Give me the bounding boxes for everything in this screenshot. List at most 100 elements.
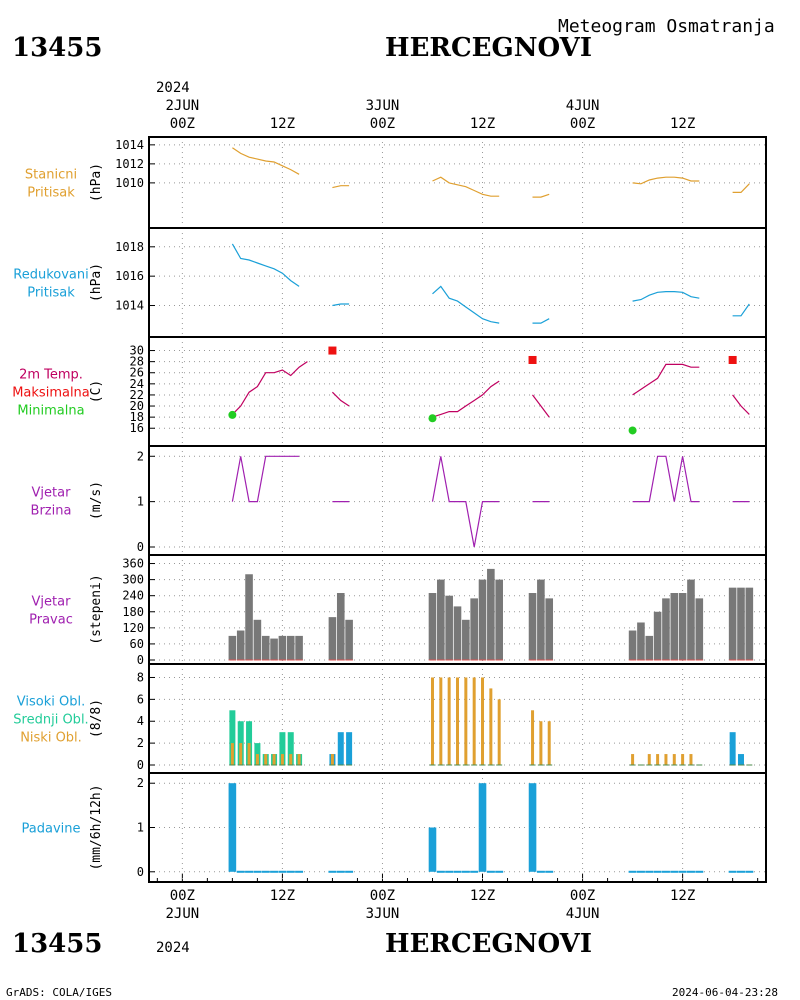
bottom-axis-time: 00Z (570, 888, 595, 904)
panel-side-label: 2m Temp. (19, 368, 83, 383)
tmin-marker (628, 426, 637, 435)
low-cloud-bar (456, 677, 459, 765)
series-line (331, 391, 350, 407)
direction-bar (236, 630, 245, 660)
tmin-marker (428, 414, 437, 423)
y-tick-label: 8 (137, 670, 144, 684)
high-cloud-bar (729, 732, 736, 765)
low-cloud-bar (247, 743, 251, 765)
direction-bar (645, 635, 654, 660)
direction-bar (228, 635, 237, 660)
low-cloud-bar (631, 754, 635, 765)
series-line (332, 303, 350, 307)
y-tick-label: 1014 (115, 138, 144, 152)
low-cloud-bar (489, 688, 493, 765)
low-cloud-bar (430, 677, 434, 765)
direction-bar (637, 622, 645, 660)
y-tick-label: 24 (130, 377, 144, 391)
station-id: 13455 (12, 33, 102, 63)
panel-frame (148, 227, 767, 338)
top-axis-time: 00Z (370, 116, 395, 132)
series-line (432, 380, 500, 418)
direction-bar (662, 598, 670, 660)
panel-frame (148, 772, 767, 883)
top-axis-time: 00Z (170, 116, 195, 132)
top-axis-time: 12Z (470, 116, 495, 132)
panel-station-pressure: 1010 1012 1014 (hPa) Stanicni Pritisak (25, 136, 767, 229)
series-line (431, 456, 500, 548)
y-tick-label: 1012 (115, 157, 144, 171)
top-axis-date: 4JUN (566, 98, 600, 114)
low-cloud-bar (664, 754, 668, 765)
top-time-axis: 2JUN 00Z 12Z 3JUN 00Z 12Z 4JUN 00Z 12Z (165, 98, 695, 132)
series-line (632, 291, 700, 302)
low-cloud-bar (497, 699, 501, 765)
direction-bar (628, 630, 637, 660)
direction-bar (678, 593, 687, 660)
panel-unit: (stepeni) (89, 574, 104, 644)
bottom-axis-date: 4JUN (566, 906, 600, 922)
panel-side-label: Pritisak (27, 286, 75, 301)
precip-bar (528, 783, 537, 872)
bottom-axis-time: 12Z (670, 888, 695, 904)
footer-station-id: 13455 (12, 929, 102, 959)
top-axis-date: 2JUN (165, 98, 199, 114)
low-cloud-bar (672, 754, 676, 765)
low-cloud-bar (472, 677, 476, 765)
low-cloud-bar (330, 754, 334, 765)
direction-bar (528, 593, 537, 660)
low-cloud-bar (531, 710, 535, 765)
panel-side-label: Redukovani (13, 268, 88, 283)
series-line (231, 361, 308, 415)
panel-frame (148, 136, 767, 229)
direction-bar (295, 635, 303, 660)
footer-station-name: HERCEGNOVI (385, 929, 592, 959)
panel-unit: (hPa) (89, 163, 104, 202)
series-line (732, 394, 750, 415)
low-cloud-bar (539, 721, 543, 765)
direction-bar (278, 635, 287, 660)
bottom-axis-year: 2024 (156, 940, 190, 956)
direction-bar (428, 593, 437, 660)
direction-bar (537, 579, 545, 660)
direction-bar (695, 598, 704, 660)
direction-bar (336, 593, 345, 660)
precip-bar (228, 783, 237, 872)
y-tick-label: 26 (130, 366, 144, 380)
bottom-time-axis: 00Z 2JUN 12Z 00Z 3JUN 12Z 00Z 4JUN 12Z (156, 874, 759, 922)
y-tick-label: 4 (137, 714, 144, 728)
y-tick-label: 1010 (115, 176, 144, 190)
direction-bar (445, 595, 453, 660)
bottom-axis-time: 12Z (470, 888, 495, 904)
footer-credit: GrADS: COLA/IGES (6, 986, 112, 999)
low-cloud-bar (272, 754, 276, 765)
bottom-axis-time: 12Z (270, 888, 295, 904)
direction-bar (470, 598, 478, 660)
low-cloud-bar (264, 754, 268, 765)
panel-unit: (hPa) (89, 263, 104, 302)
direction-bar (745, 587, 754, 660)
tmax-marker (528, 355, 537, 364)
panel-side-label: Vjetar (32, 486, 72, 501)
low-cloud-bar (239, 743, 243, 765)
y-tick-label: 1018 (115, 240, 144, 254)
direction-bar (270, 638, 278, 660)
y-tick-label: 1014 (115, 299, 144, 313)
series-line (732, 183, 750, 193)
y-tick-label: 28 (130, 355, 144, 369)
series-line (632, 455, 700, 503)
y-tick-label: 16 (130, 421, 144, 435)
series-line (231, 455, 300, 503)
y-tick-label: 1 (137, 821, 144, 835)
bottom-axis-ticks (156, 874, 759, 882)
y-tick-label: 30 (130, 344, 144, 358)
series-line (632, 176, 700, 185)
low-cloud-bar (547, 721, 551, 765)
series-line (532, 394, 550, 418)
tmax-marker (728, 355, 737, 364)
direction-bar (462, 619, 470, 660)
series-line (432, 285, 500, 324)
direction-bar (286, 635, 295, 660)
meteogram-subtitle: Meteogram Osmatranja (558, 16, 775, 37)
